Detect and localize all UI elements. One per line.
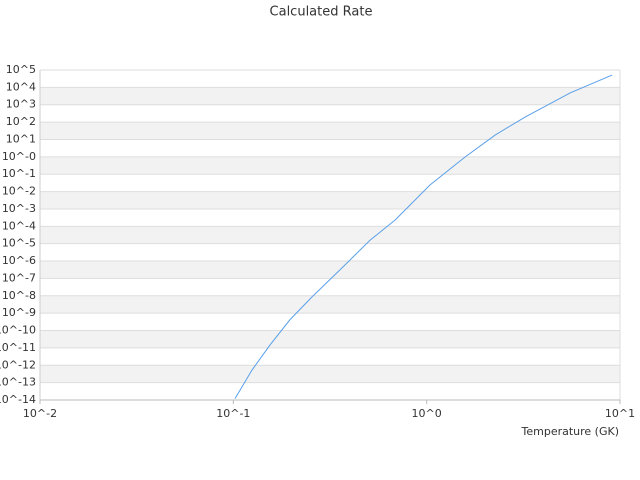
y-tick-label: 10^2 — [6, 115, 36, 128]
y-tick-label: 10^-3 — [2, 202, 36, 215]
y-tick-label: 10^-13 — [0, 376, 36, 389]
grid-band — [40, 226, 620, 244]
grid-band — [40, 295, 620, 314]
x-tick-label: 10^-1 — [216, 407, 250, 420]
y-tick-label: 10^-4 — [2, 219, 36, 232]
grid-band — [40, 330, 620, 348]
grid-band — [40, 261, 620, 279]
grid-band — [40, 156, 620, 175]
y-tick-label: 10^-14 — [0, 393, 36, 406]
x-tick-label: 10^1 — [605, 407, 635, 420]
grid-band — [40, 191, 620, 209]
x-axis-label: Temperature (GK) — [521, 425, 620, 438]
y-tick-label: 10^5 — [6, 63, 36, 76]
grid-band — [40, 87, 620, 105]
chart-title: Calculated Rate — [270, 5, 373, 20]
y-tick-label: 10^-5 — [2, 237, 36, 250]
y-tick-label: 10^-12 — [0, 358, 36, 371]
grid-band — [40, 365, 620, 383]
y-tick-label: 10^-7 — [2, 271, 36, 284]
y-tick-label: 10^-9 — [2, 306, 36, 319]
y-tick-label: 10^-0 — [2, 150, 36, 163]
y-tick-label: 10^-6 — [2, 254, 36, 267]
data-line — [234, 74, 613, 399]
y-tick-label: 10^3 — [6, 98, 36, 111]
x-tick-label: 10^-2 — [23, 407, 57, 420]
grid-band — [40, 122, 620, 140]
y-tick-label: 10^-2 — [2, 185, 36, 198]
y-tick-label: 10^-10 — [0, 324, 36, 337]
y-tick-label: 10^-11 — [0, 341, 36, 354]
x-tick-label: 10^0 — [412, 407, 442, 420]
y-tick-label: 10^1 — [6, 132, 36, 145]
y-tick-label: 10^-1 — [2, 167, 36, 180]
y-tick-label: 10^4 — [6, 80, 36, 93]
y-tick-label: 10^-8 — [2, 289, 36, 302]
